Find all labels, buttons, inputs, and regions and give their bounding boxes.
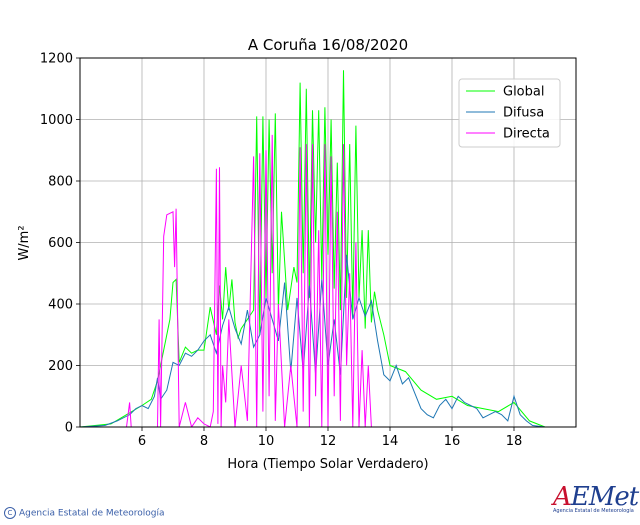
copyright-icon: C: [4, 507, 16, 519]
x-tick-label: 12: [320, 434, 337, 449]
y-tick-label: 1000: [40, 113, 73, 128]
x-ticks: 6 8 10 12 14 16 18: [138, 427, 522, 449]
legend: Global Difusa Directa: [458, 78, 561, 148]
logo-subtitle: Agencia Estatal de Meteorología: [553, 508, 634, 514]
y-tick-label: 800: [48, 175, 73, 190]
legend-box: [458, 78, 561, 148]
agency-name: Agencia Estatal de Meteorología: [19, 508, 165, 519]
x-tick-label: 6: [138, 434, 146, 449]
y-tick-label: 0: [65, 421, 73, 436]
chart-title: A Coruña 16/08/2020: [248, 36, 408, 54]
y-ticks: 0 200 400 600 800 1000 1200: [40, 52, 80, 436]
x-tick-label: 18: [506, 434, 523, 449]
aemet-logo: AEMet Agencia Estatal de Meteorología: [553, 482, 639, 522]
logo-mark: AEMet: [553, 482, 639, 512]
x-axis-label: Hora (Tiempo Solar Verdadero): [227, 457, 428, 472]
y-tick-label: 1200: [40, 52, 73, 67]
x-tick-label: 16: [444, 434, 461, 449]
footer-agency: C Agencia Estatal de Meteorología: [4, 507, 165, 519]
series-lines: [80, 70, 576, 427]
y-tick-label: 200: [48, 359, 73, 374]
chart: 6 8 10 12 14 16 18 0 200 400 600 800 1000 1200 A Cor…: [17, 36, 577, 472]
legend-label: Directa: [503, 127, 550, 142]
y-tick-label: 600: [48, 236, 73, 251]
x-tick-label: 14: [382, 434, 399, 449]
legend-label: Global: [503, 85, 544, 100]
y-axis-label: W/m²: [17, 225, 32, 260]
x-tick-label: 10: [258, 434, 275, 449]
y-tick-label: 400: [48, 298, 73, 313]
series-line-directa: [80, 134, 576, 427]
x-tick-label: 8: [200, 434, 208, 449]
legend-label: Difusa: [503, 106, 544, 121]
